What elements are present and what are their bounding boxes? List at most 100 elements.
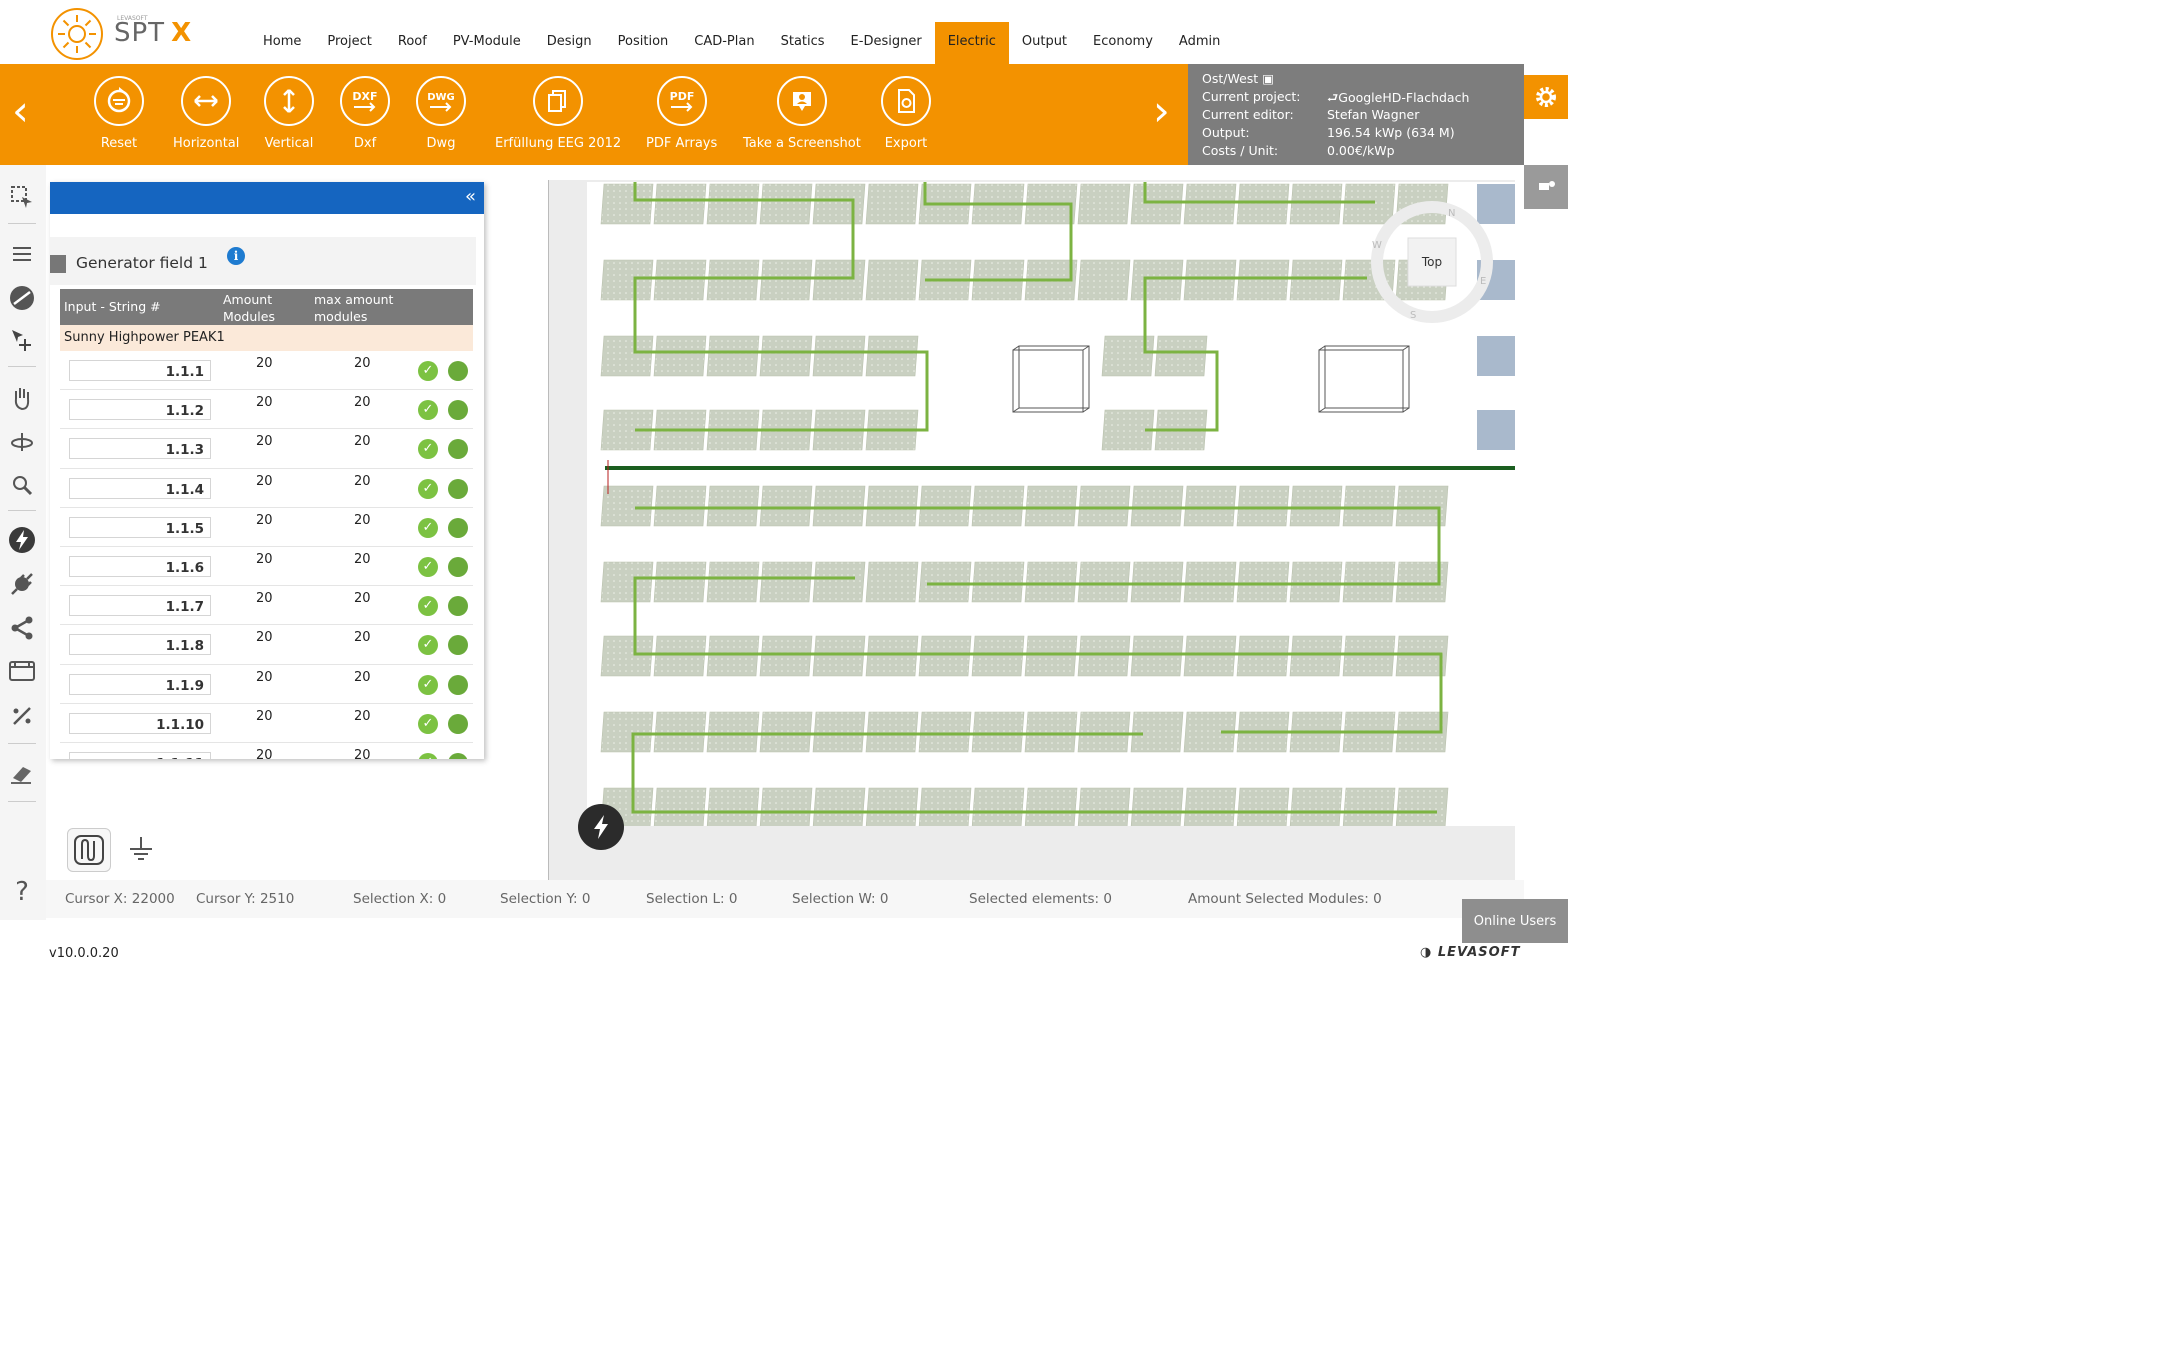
hand-pan-icon[interactable] (5, 381, 39, 415)
pv-module[interactable] (706, 485, 760, 527)
pv-module[interactable] (759, 335, 813, 377)
pv-module[interactable] (1130, 711, 1184, 753)
string-wire[interactable] (635, 506, 1441, 586)
pv-module[interactable] (1342, 635, 1396, 677)
nav-home[interactable]: Home (263, 34, 302, 49)
pv-module[interactable] (865, 183, 919, 225)
pv-module[interactable] (1236, 259, 1290, 301)
dxf-button[interactable]: DXF Dxf (340, 76, 390, 151)
compass-widget[interactable]: Top W N E S (1371, 201, 1493, 323)
menu-lines-icon[interactable] (5, 237, 39, 271)
string-wire[interactable] (633, 182, 929, 432)
pv-module[interactable] (653, 485, 707, 527)
pv-module[interactable] (971, 787, 1025, 826)
grounding-button[interactable] (120, 828, 162, 870)
pv-module[interactable] (653, 335, 707, 377)
dwg-button[interactable]: DWG Dwg (416, 76, 466, 151)
pv-module[interactable] (653, 259, 707, 301)
string-id-field[interactable]: 1.1.4 (69, 477, 211, 499)
string-wire[interactable] (633, 576, 1443, 734)
pv-module[interactable] (1289, 561, 1343, 603)
pv-module[interactable] (1183, 259, 1237, 301)
string-id-field[interactable]: 1.1.3 (69, 438, 211, 460)
pv-module[interactable] (1183, 711, 1237, 753)
string-row[interactable]: 1.1.11 20 20 ✓ (60, 743, 473, 759)
string-row[interactable]: 1.1.5 20 20 ✓ (60, 508, 473, 547)
side-tab-button[interactable] (1524, 165, 1568, 209)
pv-module[interactable] (759, 561, 813, 603)
pv-module[interactable] (1101, 335, 1155, 377)
share-connect-icon[interactable] (5, 611, 39, 645)
pv-module[interactable] (1154, 335, 1208, 377)
pv-module[interactable] (706, 259, 760, 301)
pv-module[interactable] (1342, 485, 1396, 527)
nav-electric[interactable]: Electric (934, 22, 1009, 64)
pv-module[interactable] (918, 561, 972, 603)
pv-module[interactable] (812, 259, 866, 301)
pv-module[interactable] (759, 485, 813, 527)
nav-position[interactable]: Position (617, 34, 669, 49)
pv-module[interactable] (1236, 183, 1290, 225)
string-row[interactable]: 1.1.10 20 20 ✓ (60, 704, 473, 743)
pv-module[interactable] (653, 711, 707, 753)
pv-module[interactable] (1077, 711, 1131, 753)
string-row[interactable]: 1.1.4 20 20 ✓ (60, 469, 473, 508)
pv-module[interactable] (653, 183, 707, 225)
pv-module[interactable] (971, 561, 1025, 603)
pv-module[interactable] (600, 183, 654, 225)
toolbar-next-arrow-icon[interactable]: › (1153, 86, 1170, 135)
pv-module[interactable] (1183, 635, 1237, 677)
pv-module[interactable] (706, 561, 760, 603)
lightning-icon[interactable] (5, 523, 39, 557)
pv-module[interactable] (759, 259, 813, 301)
pv-module[interactable] (653, 561, 707, 603)
horizontal-button[interactable]: Horizontal (173, 76, 239, 151)
string-row[interactable]: 1.1.9 20 20 ✓ (60, 665, 473, 704)
string-id-field[interactable]: 1.1.7 (69, 595, 211, 617)
pv-module[interactable] (865, 259, 919, 301)
collapse-double-chevron-icon[interactable]: « (464, 186, 476, 207)
zoom-magnifier-icon[interactable] (5, 468, 39, 502)
roof-layout[interactable]: Top W N E S (587, 182, 1515, 826)
pv-module[interactable] (1342, 561, 1396, 603)
pv-module[interactable] (1289, 183, 1343, 225)
info-icon[interactable]: i (227, 247, 245, 265)
string-id-field[interactable]: 1.1.8 (69, 634, 211, 656)
pv-module[interactable] (706, 635, 760, 677)
eeg-button[interactable]: Erfüllung EEG 2012 (495, 76, 621, 151)
pv-module[interactable] (1477, 410, 1515, 450)
pv-module[interactable] (865, 335, 919, 377)
pv-module[interactable] (600, 409, 654, 451)
pv-module[interactable] (1236, 485, 1290, 527)
string-row[interactable]: 1.1.7 20 20 ✓ (60, 586, 473, 626)
pv-module[interactable] (600, 561, 654, 603)
pv-module[interactable] (1395, 787, 1449, 826)
pv-module[interactable] (812, 711, 866, 753)
pv-module[interactable] (971, 635, 1025, 677)
status-dot-icon[interactable] (448, 439, 468, 460)
move-cursor-icon[interactable] (5, 323, 39, 357)
string-id-field[interactable]: 1.1.9 (69, 673, 211, 695)
status-dot-icon[interactable] (448, 556, 468, 577)
string-id-field[interactable]: 1.1.2 (69, 399, 211, 421)
string-wire[interactable] (1143, 182, 1375, 204)
status-dot-icon[interactable] (448, 517, 468, 538)
pv-module[interactable] (865, 561, 919, 603)
inverter-row[interactable]: Sunny Highpower PEAK1 (60, 325, 473, 351)
pv-module[interactable] (865, 635, 919, 677)
select-area-icon[interactable] (5, 180, 39, 214)
pv-module[interactable] (971, 711, 1025, 753)
toolbar-prev-arrow-icon[interactable]: ‹ (12, 86, 29, 135)
pv-module[interactable] (865, 485, 919, 527)
pv-module[interactable] (1395, 485, 1449, 527)
pv-module[interactable] (600, 711, 654, 753)
no-edit-icon[interactable] (5, 281, 39, 315)
string-row[interactable]: 1.1.2 20 20 ✓ (60, 390, 473, 430)
nav-economy[interactable]: Economy (1093, 34, 1153, 49)
pv-module[interactable] (1024, 635, 1078, 677)
pv-module[interactable] (1077, 183, 1131, 225)
pv-module[interactable] (1289, 485, 1343, 527)
nav-roof[interactable]: Roof (397, 34, 427, 49)
pv-module[interactable] (1077, 787, 1131, 826)
pv-module[interactable] (1477, 184, 1515, 224)
